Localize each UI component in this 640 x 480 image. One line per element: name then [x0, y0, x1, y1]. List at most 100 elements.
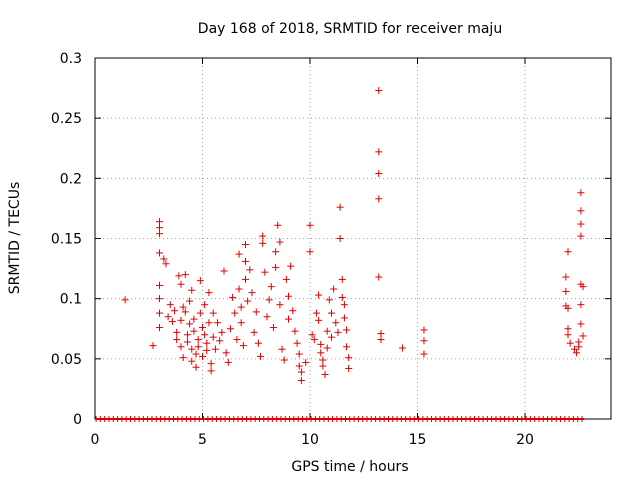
- data-point: [226, 325, 234, 333]
- x-tick-labels: 0 5 10 15 20: [91, 432, 534, 448]
- data-point: [295, 362, 303, 370]
- data-point: [242, 241, 249, 249]
- data-point: [257, 352, 265, 360]
- data-point: [194, 336, 202, 344]
- data-point: [345, 354, 353, 362]
- data-point: [259, 232, 267, 240]
- data-point: [196, 277, 204, 285]
- data-point: [166, 301, 174, 309]
- data-point: [188, 357, 196, 365]
- data-point: [562, 287, 570, 295]
- data-point: [207, 360, 215, 368]
- data-point: [156, 324, 163, 332]
- data-point: [190, 315, 198, 323]
- data-point: [237, 303, 245, 311]
- data-point: [345, 364, 353, 372]
- data-point: [259, 239, 267, 247]
- data-point: [308, 331, 316, 339]
- data-point: [334, 328, 342, 336]
- data-point: [570, 345, 578, 353]
- data-point: [190, 327, 198, 335]
- data-point: [398, 344, 406, 352]
- data-point: [317, 340, 325, 348]
- data-point: [188, 345, 196, 353]
- y-tick-label: 0.3: [60, 51, 82, 67]
- data-point: [242, 275, 249, 283]
- data-point: [265, 296, 273, 304]
- data-point: [222, 349, 230, 357]
- data-point: [209, 333, 217, 341]
- data-point: [199, 352, 206, 360]
- y-tick-labels: 0 0.05 0.1 0.15 0.2 0.25 0.3: [51, 51, 82, 428]
- x-tick-label: 5: [198, 432, 207, 448]
- data-point: [579, 332, 587, 340]
- y-tick-label: 0.25: [51, 111, 82, 127]
- data-point: [244, 297, 252, 305]
- data-point: [328, 309, 335, 317]
- data-point: [330, 285, 338, 293]
- data-point: [162, 260, 170, 268]
- x-tick-label: 0: [91, 432, 100, 448]
- data-point: [196, 309, 204, 317]
- data-point: [216, 337, 224, 345]
- data-point: [340, 301, 348, 309]
- y-tick-label: 0.15: [51, 232, 82, 248]
- data-point: [564, 304, 572, 312]
- data-point: [177, 316, 185, 324]
- x-tick-label: 10: [301, 432, 319, 448]
- data-point: [325, 296, 333, 304]
- data-point: [375, 195, 383, 203]
- data-point: [181, 271, 189, 279]
- data-point: [269, 324, 277, 332]
- data-point: [201, 331, 209, 339]
- data-point: [156, 281, 163, 289]
- data-point: [332, 319, 340, 327]
- data-point: [209, 309, 217, 317]
- data-point: [297, 376, 305, 384]
- data-point: [218, 328, 226, 336]
- data-point: [171, 307, 179, 315]
- data-point: [229, 293, 237, 301]
- data-point: [235, 250, 243, 258]
- data-point: [289, 307, 297, 315]
- data-point: [194, 343, 202, 351]
- data-point: [291, 327, 299, 335]
- data-point: [328, 333, 335, 341]
- data-point: [211, 345, 219, 353]
- data-point: [160, 255, 168, 263]
- zero-value-markers: [95, 416, 585, 422]
- data-point: [248, 289, 256, 297]
- data-point: [375, 170, 383, 178]
- data-point: [156, 249, 163, 257]
- data-point: [319, 362, 327, 370]
- y-axis-label: SRMTID / TECUs: [7, 182, 23, 295]
- data-point: [231, 309, 239, 317]
- data-point: [293, 339, 301, 347]
- data-point: [306, 221, 314, 229]
- data-point: [181, 308, 189, 316]
- data-point: [276, 301, 284, 309]
- data-point: [577, 301, 585, 309]
- data-point: [156, 295, 163, 303]
- data-point: [377, 336, 385, 344]
- data-point: [323, 344, 331, 352]
- data-point: [338, 293, 346, 301]
- data-point: [377, 330, 385, 338]
- data-point: [375, 148, 383, 156]
- data-point: [577, 320, 585, 328]
- data-point: [312, 309, 320, 317]
- data-point: [205, 319, 213, 327]
- data-point: [573, 349, 581, 357]
- data-point: [177, 280, 185, 288]
- data-point: [201, 301, 209, 309]
- data-point: [186, 320, 194, 328]
- data-point: [263, 313, 271, 321]
- data-point: [186, 297, 194, 305]
- data-point: [278, 345, 286, 353]
- data-point: [214, 319, 222, 327]
- data-point: [252, 308, 260, 316]
- data-point: [564, 248, 572, 256]
- data-point: [336, 203, 344, 211]
